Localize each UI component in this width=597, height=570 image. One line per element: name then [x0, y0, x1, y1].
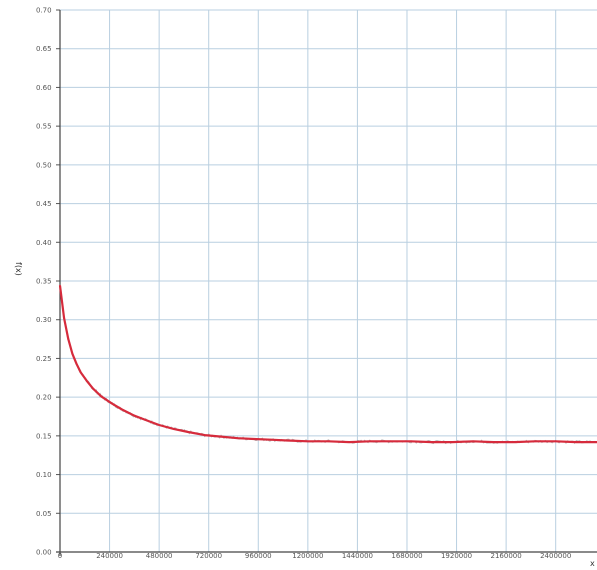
- data-point: [110, 402, 113, 405]
- data-point: [327, 440, 330, 443]
- data-point: [79, 371, 82, 374]
- data-point: [172, 428, 175, 430]
- data-point: [133, 414, 136, 417]
- y-tick-label: 0.35: [36, 278, 52, 286]
- x-tick-label: 960000: [245, 552, 272, 560]
- y-tick-label: 0.15: [36, 432, 52, 440]
- y-tick-label: 0.50: [36, 161, 52, 169]
- data-point: [203, 434, 206, 436]
- data-point: [348, 441, 351, 443]
- x-tick-label: 720000: [195, 552, 222, 560]
- series-noise-line: [59, 285, 596, 445]
- data-point: [554, 440, 557, 443]
- data-point: [306, 440, 309, 443]
- data-point: [253, 438, 256, 440]
- data-point: [187, 431, 190, 433]
- data-point: [513, 441, 516, 443]
- x-tick-label: 2400000: [540, 552, 571, 560]
- data-point: [368, 440, 371, 443]
- y-tick-label: 0.25: [36, 355, 52, 363]
- data-point: [67, 338, 70, 340]
- data-point: [75, 362, 78, 365]
- data-point: [286, 439, 289, 442]
- x-tick-label: 2160000: [491, 552, 522, 560]
- x-tick-label: 240000: [96, 552, 123, 560]
- series-line: [58, 285, 597, 444]
- data-point: [145, 419, 148, 422]
- data-point: [100, 395, 103, 398]
- y-tick-label: 0.65: [36, 45, 52, 53]
- data-point: [220, 435, 223, 438]
- y-tick-label: 0.20: [36, 394, 52, 402]
- data-point: [451, 441, 454, 443]
- axes: [56, 9, 597, 556]
- data-point: [63, 317, 65, 320]
- data-point: [430, 441, 433, 443]
- y-axis-label: f(x): [14, 262, 23, 276]
- x-tick-label: 1440000: [342, 552, 373, 560]
- y-tick-label: 0.30: [36, 316, 52, 324]
- y-tick-label: 0.45: [36, 200, 52, 208]
- x-axis-label: x: [590, 559, 595, 568]
- data-point: [389, 440, 392, 443]
- data-point: [71, 352, 74, 355]
- x-tick-label: 1680000: [391, 552, 422, 560]
- data-point: [492, 441, 495, 443]
- y-tick-label: 0.05: [36, 510, 52, 518]
- y-tick-label: 0.70: [36, 7, 52, 15]
- x-tick-label: 1200000: [292, 552, 323, 560]
- x-tick-label: 1920000: [441, 552, 472, 560]
- y-tick-label: 0.55: [36, 123, 52, 131]
- data-point: [158, 424, 161, 426]
- data-point: [269, 438, 272, 441]
- data-point: [92, 387, 94, 390]
- grid: [60, 9, 597, 553]
- y-tick-label: 0.40: [36, 239, 52, 247]
- y-tick-labels: 0.00 0.05 0.10 0.15 0.20 0.25 0.30 0.35 0.40 0.45…: [36, 7, 52, 557]
- y-tick-label: 0.00: [36, 549, 52, 557]
- y-tick-label: 0.10: [36, 471, 52, 479]
- data-point: [410, 440, 412, 443]
- data-point: [534, 440, 536, 443]
- x-tick-label: 480000: [146, 552, 173, 560]
- data-point: [59, 284, 61, 287]
- data-point: [236, 437, 239, 440]
- x-tick-labels: 0240000480000720000960000120000014400001…: [58, 552, 572, 560]
- data-point: [121, 408, 123, 411]
- data-point: [472, 440, 474, 443]
- y-tick-label: 0.60: [36, 84, 52, 92]
- plot-area: [58, 284, 597, 445]
- data-point: [85, 380, 88, 382]
- data-point: [575, 441, 578, 443]
